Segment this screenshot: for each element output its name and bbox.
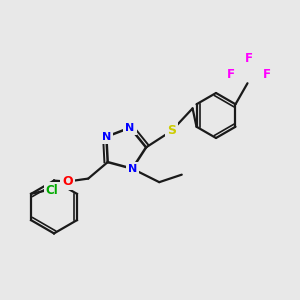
Text: F: F <box>263 68 271 81</box>
Text: N: N <box>125 123 135 133</box>
Text: S: S <box>167 124 176 137</box>
Text: N: N <box>102 132 111 142</box>
Text: F: F <box>245 52 253 65</box>
Text: F: F <box>227 68 235 81</box>
Text: N: N <box>128 164 137 174</box>
Text: O: O <box>62 175 73 188</box>
Text: Cl: Cl <box>46 184 58 197</box>
